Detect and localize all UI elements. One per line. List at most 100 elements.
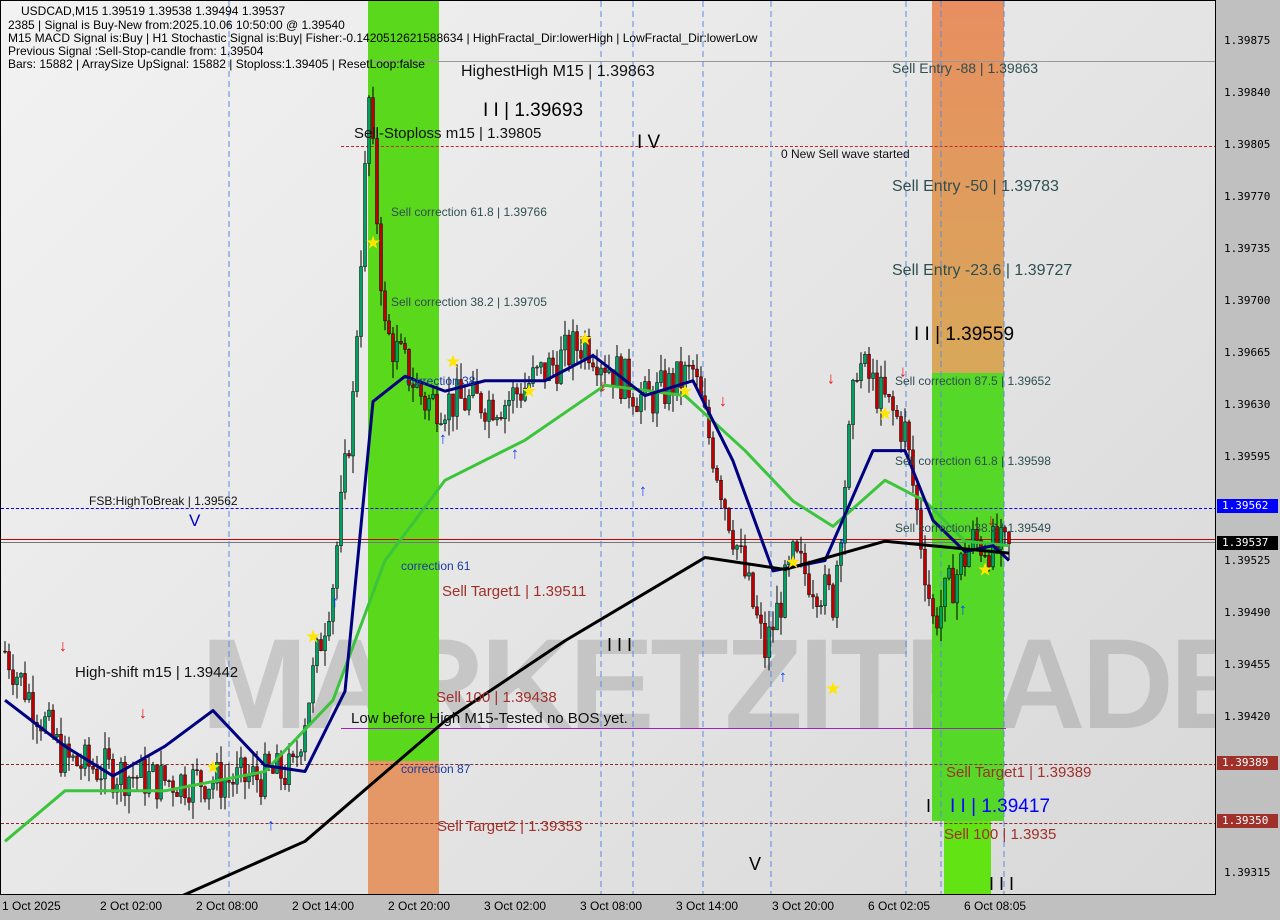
- candle-down: [75, 755, 79, 767]
- candle-up: [55, 734, 59, 738]
- candle-down: [831, 584, 835, 618]
- candle-down: [519, 393, 523, 401]
- candle-up: [247, 775, 251, 783]
- candle-up: [787, 560, 791, 566]
- candle-down: [463, 398, 467, 411]
- buy-zone-right-lower: [944, 821, 991, 894]
- candle-up: [215, 762, 219, 784]
- candle-up: [783, 564, 787, 618]
- candle-up: [159, 765, 163, 800]
- fsb-line: [1, 508, 1215, 509]
- candle-down: [51, 709, 55, 738]
- sell-arrow-icon: ↓: [139, 705, 147, 722]
- candle-up: [871, 372, 875, 379]
- candle-down: [811, 594, 815, 598]
- candle-up: [439, 423, 443, 425]
- sell-correction-618-label: Sell correction 61.8 | 1.39766: [391, 205, 547, 219]
- candle-up: [547, 357, 551, 381]
- candle-down: [491, 399, 495, 421]
- chart-plot-area[interactable]: MARKETZITRADE ↑ ↑ ↑ ↑ ↑ ↑ ↑ ↑ ↓ ↓ ↓ ↓ ↓ ↓ ↓ ★ ★ ★ ★ ★ ★ ★ ★ ★ ★ ★…: [0, 0, 1216, 895]
- candle-down: [283, 778, 287, 785]
- candle-down: [575, 331, 579, 351]
- candle-down: [679, 361, 683, 388]
- candle-down: [587, 336, 591, 364]
- candle-down: [375, 138, 379, 225]
- candle-up: [495, 417, 499, 421]
- candle-down: [403, 343, 407, 350]
- candle-down: [719, 479, 723, 501]
- candle-up: [299, 751, 303, 757]
- candle-up: [315, 639, 319, 666]
- candle-up: [351, 391, 355, 457]
- candle-down: [143, 759, 147, 794]
- candle-down: [987, 555, 991, 568]
- price-tag: 1.39562: [1217, 499, 1278, 514]
- candle-up: [847, 424, 851, 488]
- star-signal-icon: ★: [577, 329, 593, 349]
- candle-up: [99, 778, 103, 781]
- candle-down: [707, 407, 711, 439]
- candle-down: [691, 364, 695, 370]
- candle-down: [603, 367, 607, 373]
- candle-down: [595, 366, 599, 376]
- star-signal-icon: ★: [365, 233, 381, 253]
- candle-up: [939, 606, 943, 629]
- candle-up: [251, 766, 255, 777]
- candle-up: [655, 382, 659, 414]
- sell-arrow-icon: ↓: [987, 512, 995, 529]
- highest-high-label: HighestHigh M15 | 1.39863: [461, 63, 655, 80]
- buy-arrow-icon: ↑: [331, 594, 339, 611]
- candle-up: [819, 605, 823, 607]
- candle-down: [739, 545, 743, 547]
- candle-up: [959, 553, 963, 575]
- candle-down: [935, 615, 939, 629]
- candle-down: [727, 507, 731, 531]
- buy-zone-left: [368, 1, 439, 761]
- time-tick-label: 2 Oct 14:00: [292, 899, 355, 913]
- candle-down: [59, 734, 63, 773]
- buy-arrow-icon: ↑: [639, 483, 647, 500]
- indicator-line: M15 MACD Signal is:Buy | H1 Stochastic S…: [8, 31, 758, 45]
- buy-arrow-icon: ↑: [511, 446, 519, 463]
- sell-target1-mid-label: Sell Target1 | 1.39511: [442, 583, 587, 600]
- candle-up: [127, 776, 131, 796]
- candle-down: [291, 753, 295, 758]
- candle-up: [327, 621, 331, 637]
- candle-up: [559, 349, 563, 384]
- sell-entry-236-label: Sell Entry -23.6 | 1.39727: [892, 262, 1073, 279]
- candle-up: [27, 692, 31, 700]
- candle-down: [867, 354, 871, 379]
- candle-up: [359, 266, 363, 337]
- candle-down: [731, 530, 735, 550]
- time-tick-label: 2 Oct 20:00: [388, 899, 451, 913]
- candle-down: [895, 409, 899, 417]
- candle-down: [635, 406, 639, 412]
- buy-arrow-icon: ↑: [439, 431, 447, 448]
- candle-down: [687, 364, 691, 367]
- time-tick-label: 1 Oct 2025: [2, 899, 61, 913]
- candle-down: [931, 598, 935, 617]
- candle-up: [943, 577, 947, 607]
- price-tag: 1.39389: [1217, 756, 1278, 771]
- candle-up: [511, 387, 515, 401]
- candle-down: [751, 572, 755, 608]
- candle-down: [7, 651, 11, 671]
- candle-down: [203, 786, 207, 800]
- candle-down: [23, 673, 27, 700]
- candle-up: [311, 665, 315, 704]
- candle-up: [427, 398, 431, 411]
- candle-down: [407, 349, 411, 386]
- candle-up: [303, 725, 307, 753]
- price-tick-label: 1.39840: [1224, 86, 1271, 99]
- candle-down: [387, 320, 391, 335]
- candle-down: [715, 468, 719, 481]
- candle-down: [195, 769, 199, 772]
- candle-down: [743, 545, 747, 577]
- sell-target1-right-label: Sell Target1 | 1.39389: [946, 764, 1092, 781]
- sell-target2-label: Sell Target2 | 1.39353: [437, 818, 583, 835]
- candle-down: [479, 393, 483, 414]
- price-tag: 1.39537: [1217, 536, 1278, 551]
- time-tick-label: 3 Oct 02:00: [484, 899, 547, 913]
- candle-down: [3, 650, 7, 653]
- candle-down: [451, 393, 455, 417]
